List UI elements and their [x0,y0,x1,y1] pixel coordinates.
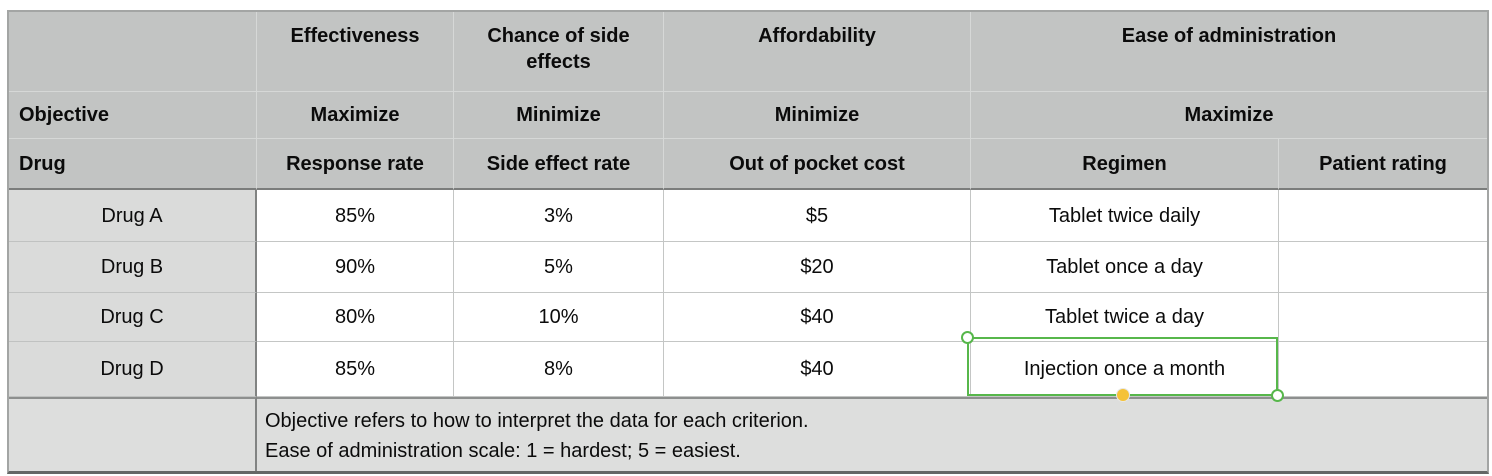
drug-c-response-rate-cell[interactable]: 80% [257,293,454,342]
selection-resize-handle-top-left[interactable] [961,331,974,344]
drug-b-side-effect-rate-cell[interactable]: 5% [454,242,664,293]
selection-resize-handle-bottom-right[interactable] [1271,389,1284,402]
drug-c-side-effect-rate-cell[interactable]: 10% [454,293,664,342]
drug-column-label[interactable]: Drug [9,139,257,190]
footnote-line-1: Objective refers to how to interpret the… [265,410,809,432]
drug-c-cost-cell[interactable]: $40 [664,293,971,342]
drug-a-cost-cell[interactable]: $5 [664,190,971,242]
objective-effectiveness[interactable]: Maximize [257,92,454,139]
objective-affordability[interactable]: Minimize [664,92,971,139]
header-response-rate[interactable]: Response rate [257,139,454,190]
footnote-blank-cell[interactable] [9,397,257,471]
objective-ease-of-administration[interactable]: Maximize [971,92,1487,139]
header-ease-of-administration[interactable]: Ease of administration [971,12,1487,92]
drug-c-patient-rating-cell[interactable] [1279,293,1487,342]
footnote-cell[interactable]: Objective refers to how to interpret the… [257,397,1487,471]
drug-comparison-table: Effectiveness Chance of side effects Aff… [7,10,1489,474]
drug-d-cost-cell[interactable]: $40 [664,342,971,397]
drug-b-patient-rating-cell[interactable] [1279,242,1487,293]
drug-b-cost-cell[interactable]: $20 [664,242,971,293]
drug-d-name-cell[interactable]: Drug D [9,342,257,397]
header-patient-rating[interactable]: Patient rating [1279,139,1487,190]
selection-autofill-handle[interactable] [1115,388,1130,402]
header-affordability[interactable]: Affordability [664,12,971,92]
header-blank-cell[interactable] [9,12,257,92]
drug-c-regimen-cell[interactable]: Tablet twice a day [971,293,1279,342]
drug-d-response-rate-cell[interactable]: 85% [257,342,454,397]
header-side-effect-rate[interactable]: Side effect rate [454,139,664,190]
cell-selection-box[interactable] [961,331,1284,402]
drug-d-side-effect-rate-cell[interactable]: 8% [454,342,664,397]
drug-b-name-cell[interactable]: Drug B [9,242,257,293]
header-chance-of-side-effects[interactable]: Chance of side effects [454,12,664,92]
drug-b-response-rate-cell[interactable]: 90% [257,242,454,293]
drug-d-regimen-cell-selected[interactable]: Injection once a month [971,342,1279,397]
drug-d-patient-rating-cell[interactable] [1279,342,1487,397]
drug-a-regimen-cell[interactable]: Tablet twice daily [971,190,1279,242]
drug-b-regimen-cell[interactable]: Tablet once a day [971,242,1279,293]
objective-side-effects[interactable]: Minimize [454,92,664,139]
footnote-line-2: Ease of administration scale: 1 = hardes… [265,440,741,462]
header-effectiveness[interactable]: Effectiveness [257,12,454,92]
header-out-of-pocket-cost[interactable]: Out of pocket cost [664,139,971,190]
drug-c-name-cell[interactable]: Drug C [9,293,257,342]
drug-a-response-rate-cell[interactable]: 85% [257,190,454,242]
drug-a-name-cell[interactable]: Drug A [9,190,257,242]
drug-a-side-effect-rate-cell[interactable]: 3% [454,190,664,242]
header-regimen[interactable]: Regimen [971,139,1279,190]
objective-row-label[interactable]: Objective [9,92,257,139]
drug-a-patient-rating-cell[interactable] [1279,190,1487,242]
